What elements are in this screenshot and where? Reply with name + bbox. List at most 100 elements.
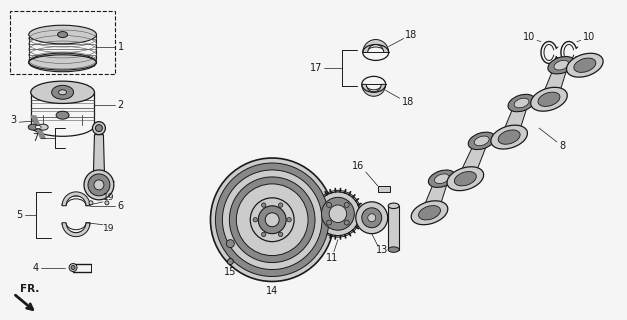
Ellipse shape xyxy=(388,247,399,252)
Text: 1: 1 xyxy=(118,43,124,52)
Polygon shape xyxy=(435,176,475,182)
Ellipse shape xyxy=(31,81,95,103)
Ellipse shape xyxy=(58,32,68,37)
Ellipse shape xyxy=(105,201,109,205)
Ellipse shape xyxy=(567,53,603,77)
Text: 15: 15 xyxy=(224,267,236,276)
Circle shape xyxy=(250,198,294,242)
Circle shape xyxy=(356,202,387,234)
Circle shape xyxy=(223,170,322,269)
Circle shape xyxy=(216,163,329,276)
Circle shape xyxy=(329,205,347,222)
Ellipse shape xyxy=(508,94,535,112)
Circle shape xyxy=(278,232,283,236)
Bar xyxy=(10,11,115,74)
Polygon shape xyxy=(500,100,529,140)
Ellipse shape xyxy=(84,170,114,200)
Text: 10: 10 xyxy=(582,32,595,42)
Ellipse shape xyxy=(491,125,527,149)
Wedge shape xyxy=(362,84,386,96)
Text: 18: 18 xyxy=(401,97,414,107)
Ellipse shape xyxy=(88,174,110,196)
Circle shape xyxy=(253,218,258,222)
Ellipse shape xyxy=(56,111,69,119)
Circle shape xyxy=(226,240,234,248)
Ellipse shape xyxy=(92,122,105,135)
Ellipse shape xyxy=(411,201,448,225)
Ellipse shape xyxy=(94,180,104,190)
Text: 19: 19 xyxy=(103,193,115,202)
Polygon shape xyxy=(554,62,594,68)
Circle shape xyxy=(362,208,382,228)
Polygon shape xyxy=(474,134,519,143)
Polygon shape xyxy=(456,139,489,182)
Circle shape xyxy=(265,213,279,227)
Text: 8: 8 xyxy=(560,141,566,151)
Text: 16: 16 xyxy=(352,161,364,171)
Ellipse shape xyxy=(35,126,41,129)
Circle shape xyxy=(258,206,286,234)
Ellipse shape xyxy=(428,170,455,188)
Ellipse shape xyxy=(69,264,77,271)
Circle shape xyxy=(344,220,349,225)
Ellipse shape xyxy=(29,25,97,44)
Circle shape xyxy=(261,203,266,207)
Text: 13: 13 xyxy=(376,244,388,255)
Polygon shape xyxy=(420,176,450,216)
Wedge shape xyxy=(363,40,389,52)
Text: 10: 10 xyxy=(523,32,535,42)
Text: 14: 14 xyxy=(266,286,278,296)
Ellipse shape xyxy=(28,124,38,130)
Ellipse shape xyxy=(435,174,450,183)
Text: 11: 11 xyxy=(326,252,338,263)
Polygon shape xyxy=(30,115,46,139)
Ellipse shape xyxy=(574,58,596,72)
Text: 2: 2 xyxy=(118,100,124,110)
Circle shape xyxy=(327,203,332,207)
Ellipse shape xyxy=(514,98,529,108)
Text: 18: 18 xyxy=(406,29,418,40)
Bar xyxy=(388,206,399,250)
Polygon shape xyxy=(514,96,559,106)
Ellipse shape xyxy=(474,136,489,146)
Ellipse shape xyxy=(554,60,569,70)
Ellipse shape xyxy=(89,201,93,205)
Circle shape xyxy=(261,232,266,236)
Circle shape xyxy=(322,197,354,230)
Ellipse shape xyxy=(228,259,233,265)
Circle shape xyxy=(368,214,376,222)
Text: 17: 17 xyxy=(310,63,322,73)
Text: 5: 5 xyxy=(16,210,23,220)
Ellipse shape xyxy=(95,125,102,132)
Text: 3: 3 xyxy=(10,115,16,125)
Circle shape xyxy=(229,177,315,262)
Ellipse shape xyxy=(455,172,477,186)
Ellipse shape xyxy=(71,266,75,269)
Ellipse shape xyxy=(447,167,483,191)
Ellipse shape xyxy=(388,203,399,209)
Ellipse shape xyxy=(51,85,73,99)
Text: 7: 7 xyxy=(32,133,38,143)
Ellipse shape xyxy=(530,87,567,111)
Ellipse shape xyxy=(58,90,66,95)
Wedge shape xyxy=(62,192,90,206)
Circle shape xyxy=(278,203,283,207)
Ellipse shape xyxy=(498,130,520,144)
Ellipse shape xyxy=(468,132,495,149)
Circle shape xyxy=(287,218,292,222)
Ellipse shape xyxy=(29,53,97,72)
Ellipse shape xyxy=(548,56,575,74)
Text: 6: 6 xyxy=(118,201,124,211)
Circle shape xyxy=(316,192,360,236)
Text: FR.: FR. xyxy=(19,284,39,294)
Text: 4: 4 xyxy=(32,262,38,273)
Wedge shape xyxy=(62,223,90,237)
Polygon shape xyxy=(539,63,569,102)
Circle shape xyxy=(327,220,332,225)
Circle shape xyxy=(236,184,308,256)
Ellipse shape xyxy=(538,92,560,107)
Polygon shape xyxy=(93,135,105,172)
Ellipse shape xyxy=(38,124,48,130)
Circle shape xyxy=(344,203,349,207)
Ellipse shape xyxy=(418,206,441,220)
